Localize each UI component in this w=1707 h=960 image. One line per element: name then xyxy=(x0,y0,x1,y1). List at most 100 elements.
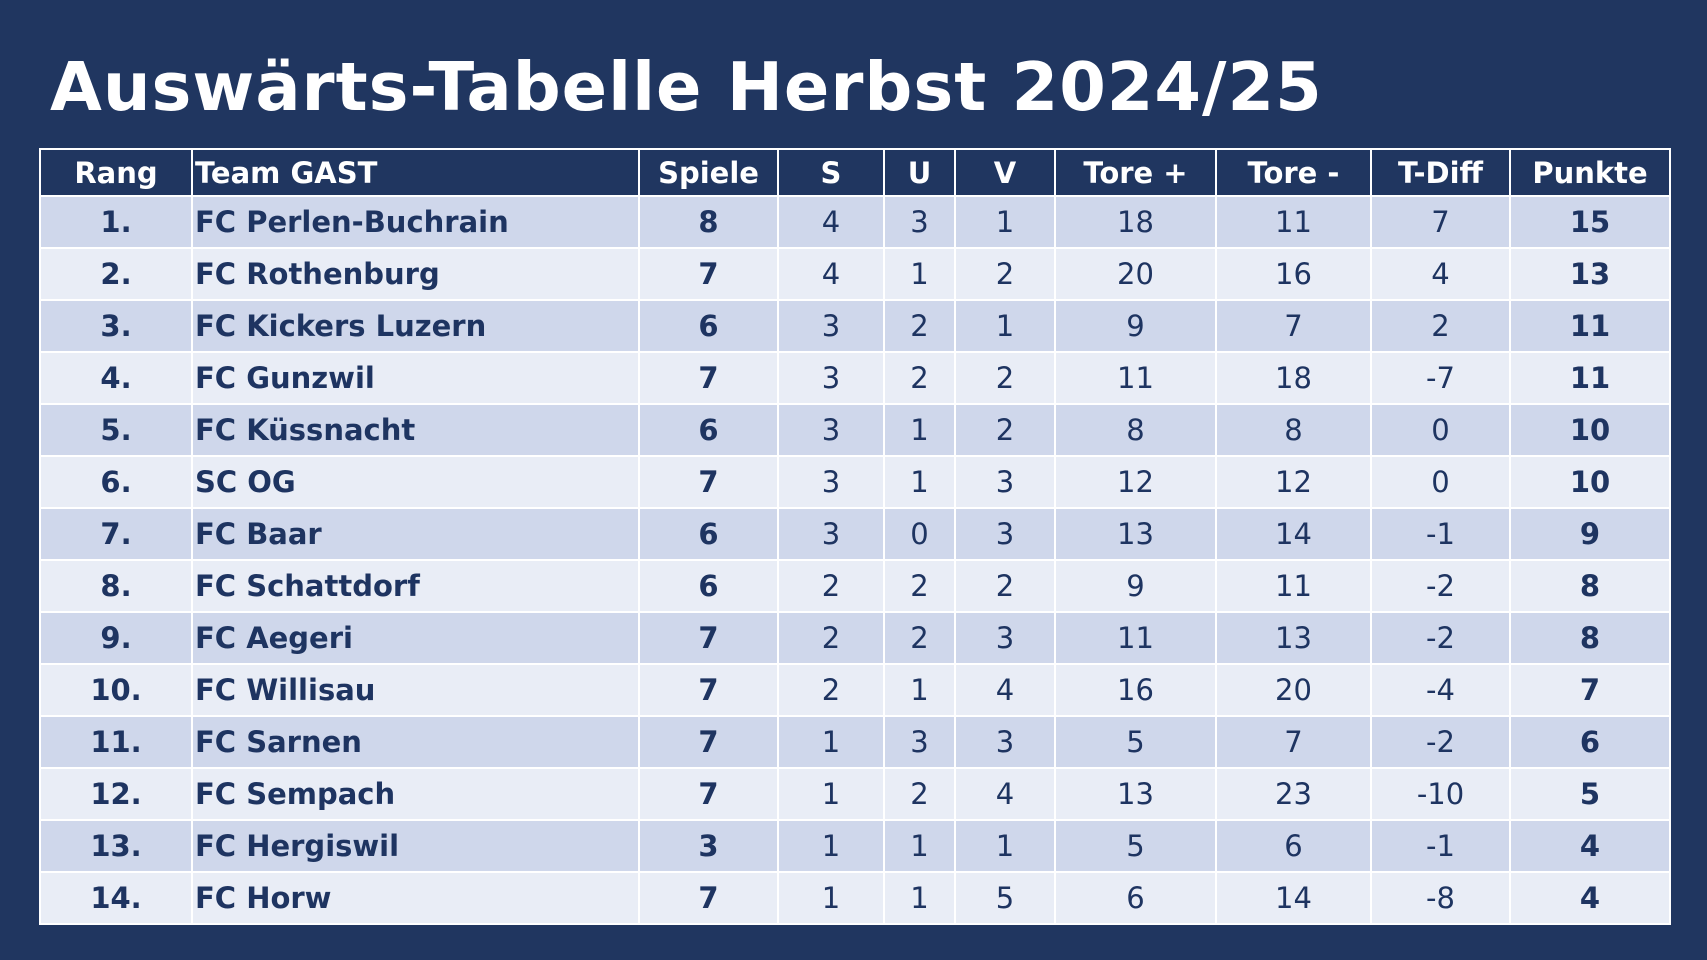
cell-wins: 3 xyxy=(778,456,885,509)
cell-goals-against: 20 xyxy=(1216,664,1372,717)
cell-wins: 1 xyxy=(778,820,885,873)
cell-losses: 2 xyxy=(955,352,1056,405)
cell-rank: 10. xyxy=(40,664,193,717)
cell-goals-against: 7 xyxy=(1216,716,1372,769)
cell-wins: 2 xyxy=(778,664,885,717)
cell-goal-diff: 0 xyxy=(1371,404,1511,457)
cell-games: 7 xyxy=(639,248,779,301)
cell-goals-against: 14 xyxy=(1216,508,1372,561)
cell-points: 10 xyxy=(1510,404,1671,457)
cell-draws: 1 xyxy=(884,872,956,925)
cell-points: 4 xyxy=(1510,872,1671,925)
cell-goals-for: 5 xyxy=(1055,716,1217,769)
table-row: 6. SC OG 7 3 1 3 12 12 0 10 xyxy=(40,456,1671,509)
table-row: 12. FC Sempach 7 1 2 4 13 23 -10 5 xyxy=(40,768,1671,821)
cell-goal-diff: -1 xyxy=(1371,820,1511,873)
cell-games: 6 xyxy=(639,404,779,457)
column-header-games: Spiele xyxy=(639,149,779,197)
cell-games: 7 xyxy=(639,612,779,665)
cell-games: 7 xyxy=(639,768,779,821)
cell-wins: 3 xyxy=(778,404,885,457)
cell-games: 8 xyxy=(639,196,779,249)
table-row: 10. FC Willisau 7 2 1 4 16 20 -4 7 xyxy=(40,664,1671,717)
table-body: 1. FC Perlen-Buchrain 8 4 3 1 18 11 7 15 2. FC Roth… xyxy=(40,196,1671,925)
page-title: Auswärts-Tabelle Herbst 2024/25 xyxy=(50,48,1323,126)
cell-draws: 2 xyxy=(884,612,956,665)
cell-wins: 4 xyxy=(778,248,885,301)
column-header-losses: V xyxy=(955,149,1056,197)
cell-points: 7 xyxy=(1510,664,1671,717)
cell-goal-diff: 4 xyxy=(1371,248,1511,301)
cell-draws: 3 xyxy=(884,716,956,769)
cell-draws: 1 xyxy=(884,404,956,457)
cell-rank: 12. xyxy=(40,768,193,821)
cell-losses: 4 xyxy=(955,664,1056,717)
cell-rank: 3. xyxy=(40,300,193,353)
cell-games: 6 xyxy=(639,300,779,353)
cell-goals-against: 11 xyxy=(1216,196,1372,249)
table-row: 8. FC Schattdorf 6 2 2 2 9 11 -2 8 xyxy=(40,560,1671,613)
cell-goals-against: 14 xyxy=(1216,872,1372,925)
cell-wins: 2 xyxy=(778,560,885,613)
cell-goal-diff: -10 xyxy=(1371,768,1511,821)
cell-goals-for: 8 xyxy=(1055,404,1217,457)
cell-rank: 1. xyxy=(40,196,193,249)
cell-losses: 1 xyxy=(955,196,1056,249)
table-row: 1. FC Perlen-Buchrain 8 4 3 1 18 11 7 15 xyxy=(40,196,1671,249)
cell-wins: 4 xyxy=(778,196,885,249)
cell-losses: 1 xyxy=(955,820,1056,873)
cell-goals-against: 18 xyxy=(1216,352,1372,405)
cell-points: 8 xyxy=(1510,612,1671,665)
cell-goals-for: 6 xyxy=(1055,872,1217,925)
cell-goals-against: 16 xyxy=(1216,248,1372,301)
cell-wins: 3 xyxy=(778,352,885,405)
cell-goals-for: 9 xyxy=(1055,300,1217,353)
cell-goal-diff: -7 xyxy=(1371,352,1511,405)
cell-points: 10 xyxy=(1510,456,1671,509)
column-header-points: Punkte xyxy=(1510,149,1671,197)
cell-goals-against: 13 xyxy=(1216,612,1372,665)
cell-losses: 2 xyxy=(955,248,1056,301)
cell-wins: 1 xyxy=(778,768,885,821)
cell-rank: 14. xyxy=(40,872,193,925)
cell-wins: 1 xyxy=(778,716,885,769)
column-header-rank: Rang xyxy=(40,149,193,197)
cell-losses: 3 xyxy=(955,508,1056,561)
cell-team: FC Rothenburg xyxy=(192,248,640,301)
cell-points: 5 xyxy=(1510,768,1671,821)
table-row: 13. FC Hergiswil 3 1 1 1 5 6 -1 4 xyxy=(40,820,1671,873)
cell-goals-for: 13 xyxy=(1055,508,1217,561)
cell-goals-for: 11 xyxy=(1055,612,1217,665)
column-header-goal-diff: T-Diff xyxy=(1371,149,1511,197)
cell-draws: 1 xyxy=(884,664,956,717)
cell-goals-for: 5 xyxy=(1055,820,1217,873)
cell-wins: 2 xyxy=(778,612,885,665)
cell-team: FC Willisau xyxy=(192,664,640,717)
cell-points: 4 xyxy=(1510,820,1671,873)
cell-rank: 9. xyxy=(40,612,193,665)
cell-points: 11 xyxy=(1510,300,1671,353)
table-row: 3. FC Kickers Luzern 6 3 2 1 9 7 2 11 xyxy=(40,300,1671,353)
cell-team: FC Perlen-Buchrain xyxy=(192,196,640,249)
header-row: Rang Team GAST Spiele S U V Tore + Tore … xyxy=(40,149,1671,197)
cell-goal-diff: -2 xyxy=(1371,612,1511,665)
cell-draws: 0 xyxy=(884,508,956,561)
cell-team: FC Kickers Luzern xyxy=(192,300,640,353)
cell-goal-diff: 0 xyxy=(1371,456,1511,509)
column-header-draws: U xyxy=(884,149,956,197)
cell-goals-against: 8 xyxy=(1216,404,1372,457)
cell-goal-diff: 7 xyxy=(1371,196,1511,249)
cell-games: 6 xyxy=(639,508,779,561)
cell-draws: 1 xyxy=(884,248,956,301)
cell-goals-for: 13 xyxy=(1055,768,1217,821)
column-header-goals-for: Tore + xyxy=(1055,149,1217,197)
cell-losses: 1 xyxy=(955,300,1056,353)
cell-team: FC Aegeri xyxy=(192,612,640,665)
cell-draws: 1 xyxy=(884,456,956,509)
cell-rank: 4. xyxy=(40,352,193,405)
cell-games: 3 xyxy=(639,820,779,873)
cell-goals-against: 12 xyxy=(1216,456,1372,509)
cell-wins: 1 xyxy=(778,872,885,925)
table-row: 2. FC Rothenburg 7 4 1 2 20 16 4 13 xyxy=(40,248,1671,301)
cell-wins: 3 xyxy=(778,300,885,353)
